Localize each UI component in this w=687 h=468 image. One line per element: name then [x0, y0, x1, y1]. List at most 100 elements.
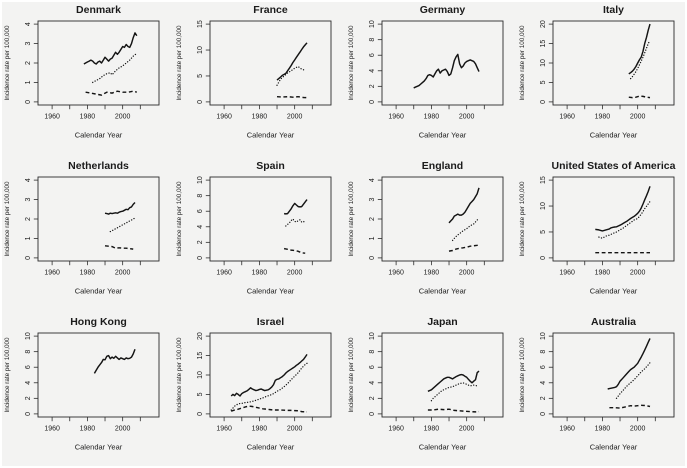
- y-tick-label: 6: [540, 365, 547, 369]
- y-tick-label: 1: [25, 80, 32, 84]
- plot-box: [209, 332, 332, 418]
- chart-canvas: Germany Incidence rate per 100,000 Calenda…: [348, 4, 503, 140]
- series-dotted: [230, 362, 308, 411]
- x-tick-label: 1960: [560, 114, 576, 121]
- y-axis-label: Incidence rate per 100,000: [4, 181, 11, 256]
- x-tick-label: 1980: [251, 426, 267, 433]
- x-axis-label: Calendar Year: [246, 287, 294, 296]
- x-tick-label: 2000: [287, 270, 303, 277]
- chart-canvas: United States of America Incidence rate p…: [519, 160, 676, 296]
- x-tick-label: 1980: [423, 270, 439, 277]
- series-dotted: [284, 218, 306, 227]
- y-tick-label: 0: [540, 100, 547, 104]
- y-tick-label: 6: [197, 209, 204, 213]
- plot-box: [37, 176, 160, 262]
- series-dotted: [430, 382, 478, 402]
- chart-panel-united-states-of-america: United States of America Incidence rate p…: [515, 156, 687, 312]
- chart-title: Japan: [427, 316, 457, 328]
- chart-canvas: Hong Kong Incidence rate per 100,000 Calen…: [4, 316, 160, 452]
- series-solid: [595, 186, 651, 232]
- plot-box: [552, 20, 675, 106]
- x-tick-label: 2000: [287, 426, 303, 433]
- plot-box: [381, 176, 503, 262]
- series-solid: [93, 349, 136, 374]
- y-tick-label: 2: [25, 61, 32, 65]
- series-dotted: [451, 217, 480, 242]
- chart-title: France: [253, 4, 288, 16]
- plot-box: [37, 20, 160, 106]
- chart-canvas: Netherlands Incidence rate per 100,000 Cal…: [4, 160, 160, 296]
- y-tick-label: 1: [25, 236, 32, 240]
- x-tick-label: 2000: [458, 270, 474, 277]
- chart-title: Israel: [257, 316, 285, 328]
- y-tick-label: 5: [197, 74, 204, 78]
- x-tick-label: 2000: [115, 426, 131, 433]
- x-tick-label: 1960: [216, 114, 232, 121]
- y-tick-label: 6: [369, 53, 376, 57]
- series-dotted: [630, 39, 651, 80]
- y-tick-label: 4: [369, 381, 376, 385]
- chart-panel-israel: Israel Incidence rate per 100,000 Calendar…: [172, 312, 344, 468]
- plot-box: [209, 176, 332, 262]
- y-tick-label: 3: [369, 198, 376, 202]
- y-tick-label: 10: [369, 20, 376, 28]
- x-tick-label: 1960: [216, 270, 232, 277]
- chart-canvas: France Incidence rate per 100,000 Calendar…: [176, 4, 332, 140]
- x-tick-label: 1980: [80, 270, 96, 277]
- series-solid: [607, 338, 651, 390]
- y-tick-label: 0: [25, 100, 32, 104]
- series-dotted: [109, 217, 136, 233]
- x-axis-label: Calendar Year: [590, 287, 638, 296]
- y-axis-label: Incidence rate per 100,000: [176, 337, 183, 412]
- x-tick-label: 2000: [287, 114, 303, 121]
- series-dashed: [104, 245, 134, 250]
- y-tick-label: 6: [25, 365, 32, 369]
- x-axis-label: Calendar Year: [246, 131, 294, 140]
- x-axis-label: Calendar Year: [418, 131, 466, 140]
- chart-panel-australia: Australia Incidence rate per 100,000 Calen…: [515, 312, 687, 468]
- x-tick-label: 2000: [115, 114, 131, 121]
- y-tick-label: 15: [540, 176, 547, 184]
- x-axis-label: Calendar Year: [418, 287, 466, 296]
- chart-canvas: England Incidence rate per 100,000 Calenda…: [348, 160, 503, 296]
- series-solid: [427, 370, 479, 392]
- y-tick-label: 2: [369, 217, 376, 221]
- series-solid: [628, 23, 651, 75]
- y-tick-label: 4: [197, 225, 204, 229]
- y-tick-label: 5: [540, 80, 547, 84]
- x-axis-label: Calendar Year: [418, 443, 466, 452]
- chart-panel-italy: Italy Incidence rate per 100,000 Calendar …: [515, 0, 687, 156]
- x-tick-label: 1980: [251, 270, 267, 277]
- chart-panel-france: France Incidence rate per 100,000 Calendar…: [172, 0, 344, 156]
- x-axis-label: Calendar Year: [246, 443, 294, 452]
- y-tick-label: 2: [25, 217, 32, 221]
- y-axis-label: Incidence rate per 100,000: [176, 181, 183, 256]
- y-tick-label: 3: [25, 42, 32, 46]
- y-tick-label: 6: [369, 365, 376, 369]
- y-tick-label: 0: [540, 256, 547, 260]
- y-axis-label: Incidence rate per 100,000: [348, 181, 355, 256]
- chart-panel-japan: Japan Incidence rate per 100,000 Calendar …: [344, 312, 516, 468]
- y-tick-label: 20: [197, 332, 204, 340]
- chart-title: Denmark: [76, 4, 121, 16]
- x-tick-label: 1960: [388, 270, 404, 277]
- x-tick-label: 1960: [44, 426, 60, 433]
- y-tick-label: 4: [369, 178, 376, 182]
- y-tick-label: 0: [25, 412, 32, 416]
- series-solid: [83, 32, 138, 65]
- x-axis-label: Calendar Year: [75, 287, 123, 296]
- y-tick-label: 10: [197, 176, 204, 184]
- y-tick-label: 10: [369, 332, 376, 340]
- y-tick-label: 15: [197, 352, 204, 360]
- y-tick-label: 1: [369, 236, 376, 240]
- y-tick-label: 15: [540, 40, 547, 48]
- chart-panel-germany: Germany Incidence rate per 100,000 Calenda…: [344, 0, 516, 156]
- y-axis-label: Incidence rate per 100,000: [519, 25, 526, 100]
- series-solid: [283, 199, 308, 215]
- x-tick-label: 2000: [115, 270, 131, 277]
- plot-box: [381, 20, 503, 106]
- chart-title: Italy: [603, 4, 624, 16]
- x-tick-label: 1980: [423, 114, 439, 121]
- series-dotted: [92, 52, 138, 84]
